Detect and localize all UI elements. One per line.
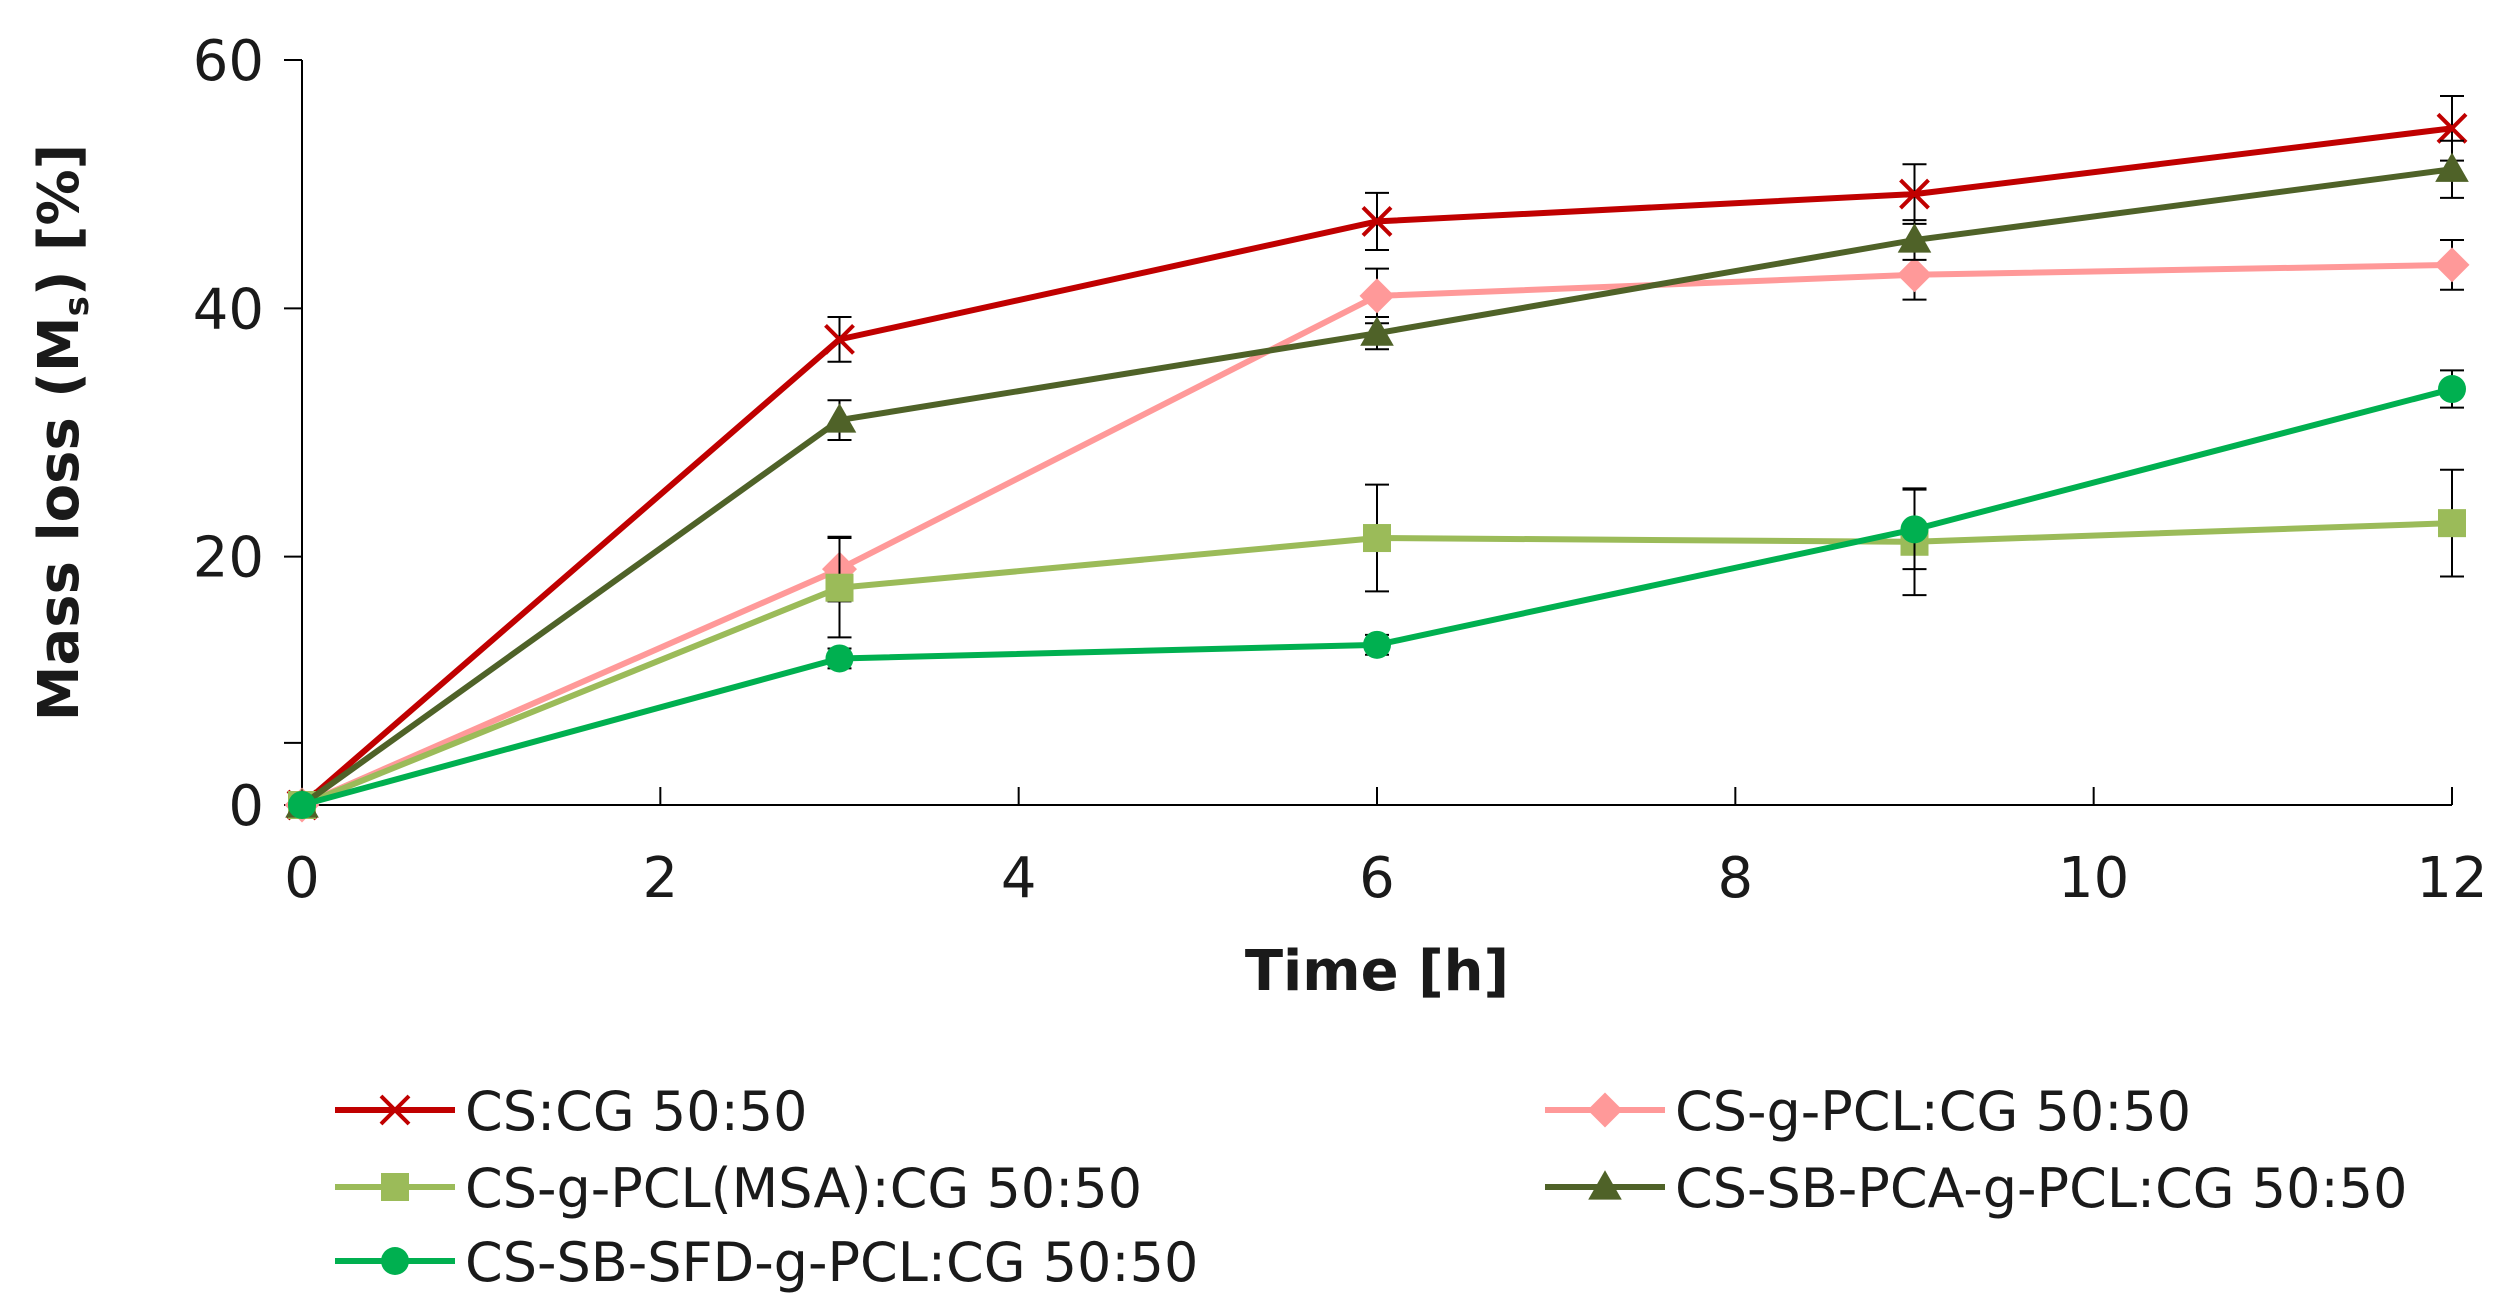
legend-item-3: CS-g-PCL(MSA):CG 50:50 [335,1157,1142,1220]
data-point [2436,112,2468,144]
legend-swatch-marker [379,1094,411,1126]
series-line [301,386,2453,808]
data-point [2438,509,2466,538]
y-tick-label: 60 [193,29,264,94]
series-1 [286,95,2468,821]
legend-swatch-marker [381,1247,409,1275]
data-point [824,323,855,355]
data-point [1900,515,1929,544]
data-point [288,791,316,819]
data-point [1897,223,1932,253]
data-point [2435,152,2469,182]
data-point [1359,278,1395,314]
series-5 [288,369,2466,819]
data-point [825,644,854,673]
data-point [825,573,854,602]
data-point [822,403,857,433]
x-tick-label: 6 [1359,846,1395,911]
legend-label: CS-SB-SFD-g-PCL:CG 50:50 [465,1231,1198,1294]
legend-item-2: CS-g-PCL:CG 50:50 [1545,1080,2191,1143]
y-tick-label: 20 [193,526,264,591]
legend: CS:CG 50:50 CS-g-PCL:CG 50:50 CS-g-PCL(MSA… [335,1080,2407,1294]
legend-label: CS-g-PCL:CG 50:50 [1675,1080,2191,1143]
axes: 0 20 40 60 0 2 4 6 8 10 12 Time [h] Mass loss (Ms) [… [27,29,2488,1004]
legend-swatch-marker [1587,1092,1623,1128]
data-point [2438,375,2466,404]
legend-swatch-marker [381,1173,409,1201]
legend-item-4: CS-SB-PCA-g-PCL:CG 50:50 [1545,1157,2407,1220]
x-tick-label: 2 [643,846,679,911]
y-tick-label: 0 [228,774,264,839]
legend-item-1: CS:CG 50:50 [335,1080,808,1143]
legend-item-5: CS-SB-SFD-g-PCL:CG 50:50 [335,1231,1198,1294]
series-layer [284,95,2470,823]
data-point [2434,247,2470,283]
data-point [1899,178,1930,210]
x-tick-label: 12 [2416,846,2487,911]
data-point [1360,316,1394,346]
data-point [1897,257,1932,293]
x-tick-label: 8 [1718,846,1754,911]
legend-label: CS-g-PCL(MSA):CG 50:50 [465,1157,1142,1220]
x-tick-label: 10 [2058,846,2129,911]
legend-swatch-marker [1588,1170,1622,1200]
data-point [1363,524,1391,553]
legend-label: CS:CG 50:50 [465,1080,808,1143]
x-tick-label: 4 [1001,846,1037,911]
legend-label: CS-SB-PCA-g-PCL:CG 50:50 [1675,1157,2407,1220]
y-axis-title: Mass loss (Ms) [%] [27,144,97,721]
x-axis-title: Time [h] [1245,939,1509,1004]
data-point [1363,630,1391,659]
y-tick-label: 40 [193,277,264,342]
x-tick-label: 0 [284,846,320,911]
data-point [1361,206,1393,237]
